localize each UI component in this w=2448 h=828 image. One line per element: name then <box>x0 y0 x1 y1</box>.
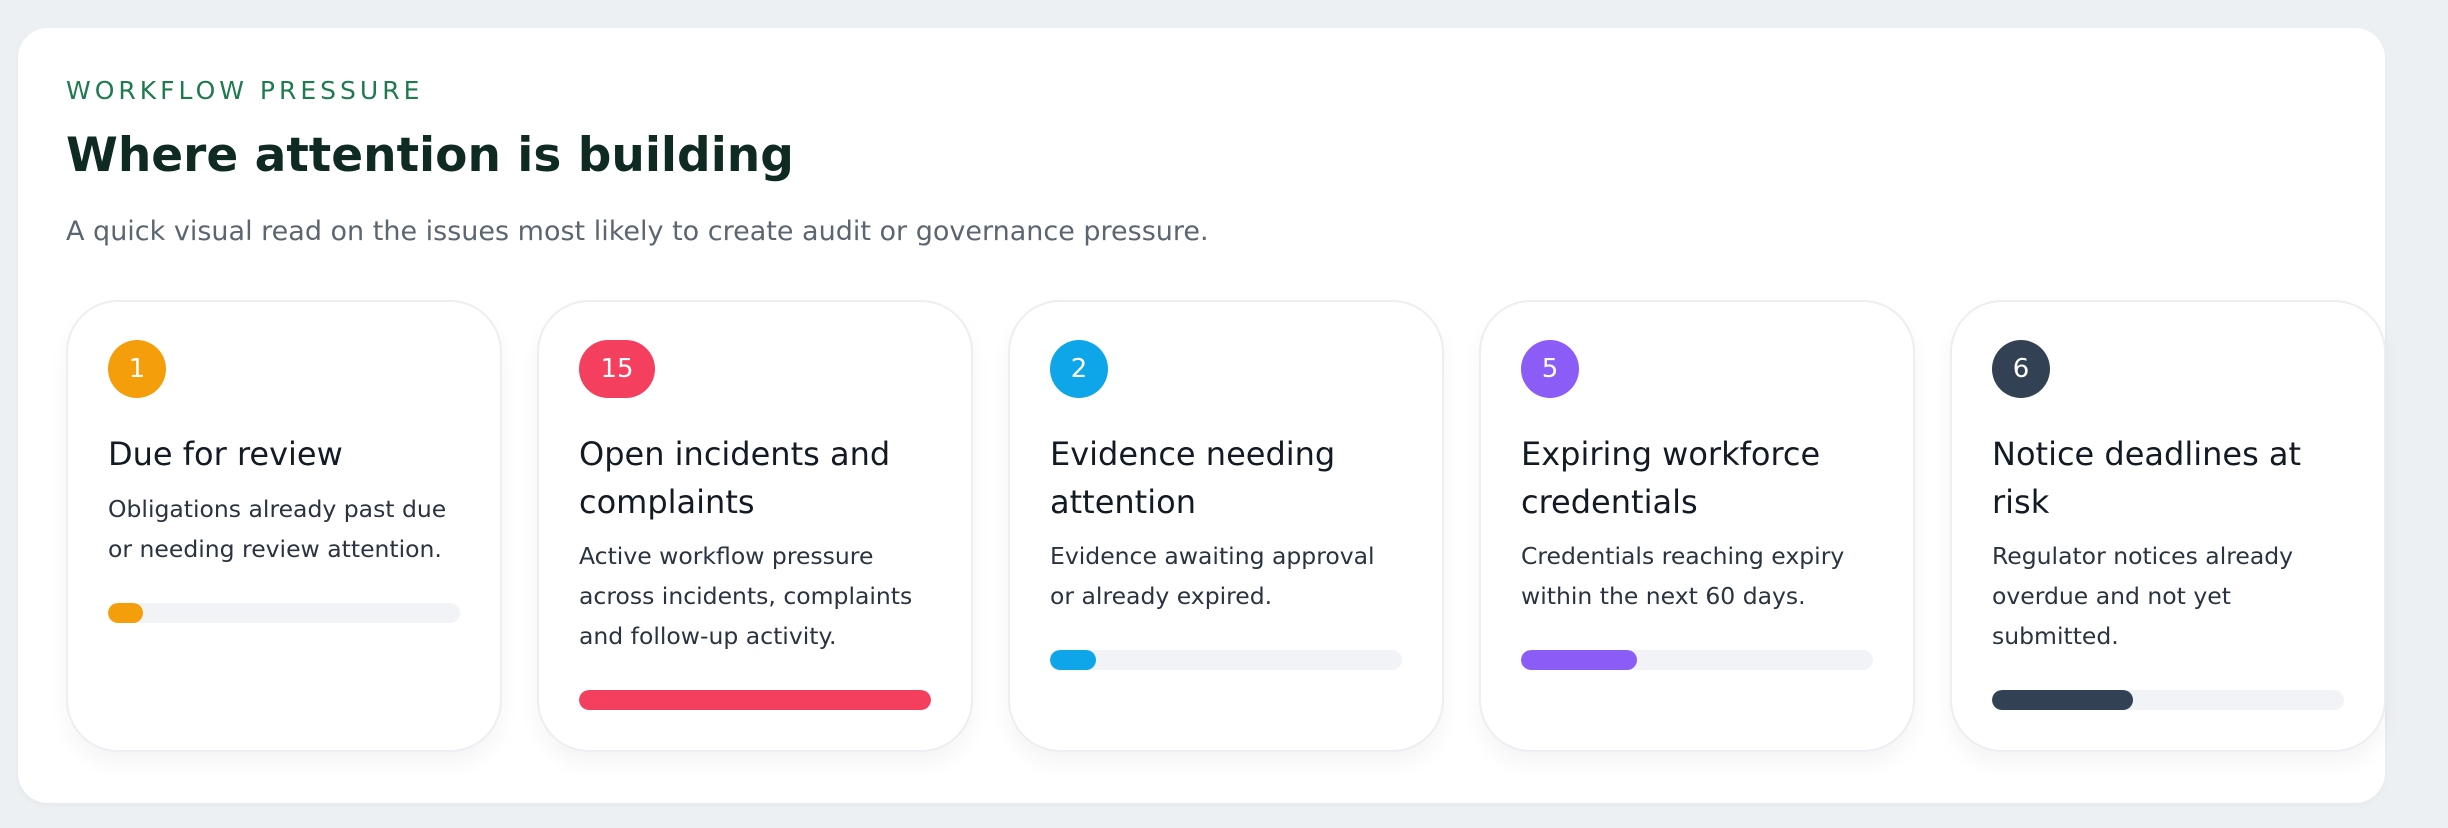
card-description: Obligations already past due or needing … <box>108 494 447 563</box>
progress-track <box>1521 650 1873 671</box>
progress-track <box>1050 650 1402 671</box>
count-badge: 5 <box>1521 340 1579 398</box>
section-title: Where attention is building <box>66 128 794 183</box>
card-description: Regulator notices already overdue and no… <box>1992 542 2294 651</box>
card-evidence-attention[interactable]: 2 Evidence needing attention Evidence aw… <box>1008 300 1444 752</box>
progress-track <box>1992 690 2344 711</box>
card-open-incidents[interactable]: 15 Open incidents and complaints Active … <box>537 300 973 752</box>
card-title: Due for review <box>108 435 343 473</box>
card-description: Active workflow pressure across incident… <box>579 542 913 651</box>
count-badge: 1 <box>108 340 166 398</box>
card-notice-deadlines[interactable]: 6 Notice deadlines at risk Regulator not… <box>1950 300 2386 752</box>
card-title: Evidence needing attention <box>1050 435 1336 521</box>
progress-fill <box>1992 690 2133 711</box>
pressure-cards: 1 Due for review Obligations already pas… <box>66 300 2386 752</box>
progress-fill <box>108 602 144 623</box>
card-description: Credentials reaching expiry within the n… <box>1521 542 1845 611</box>
section-subtitle: A quick visual read on the issues most l… <box>66 216 1209 247</box>
progress-fill <box>579 690 931 711</box>
count-badge: 2 <box>1050 340 1108 398</box>
card-title: Expiring workforce credentials <box>1521 435 1821 521</box>
progress-track <box>579 690 931 711</box>
progress-fill <box>1050 650 1096 671</box>
card-title: Open incidents and complaints <box>579 435 891 521</box>
progress-fill <box>1521 650 1638 671</box>
card-expiring-credentials[interactable]: 5 Expiring workforce credentials Credent… <box>1479 300 1915 752</box>
card-description: Evidence awaiting approval or already ex… <box>1050 542 1375 611</box>
count-badge: 15 <box>579 340 655 398</box>
card-due-for-review[interactable]: 1 Due for review Obligations already pas… <box>66 300 502 752</box>
card-title: Notice deadlines at risk <box>1992 435 2302 521</box>
workflow-pressure-panel: WORKFLOW PRESSURE Where attention is bui… <box>18 28 2386 803</box>
section-eyebrow: WORKFLOW PRESSURE <box>66 76 424 105</box>
count-badge: 6 <box>1992 340 2050 398</box>
progress-track <box>108 602 460 623</box>
